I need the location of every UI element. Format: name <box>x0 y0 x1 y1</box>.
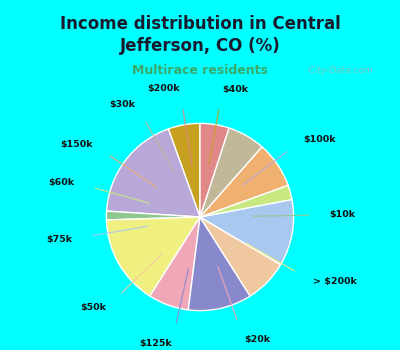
Wedge shape <box>200 199 294 265</box>
Wedge shape <box>200 185 292 217</box>
Wedge shape <box>200 123 229 217</box>
Text: $100k: $100k <box>304 134 336 144</box>
Text: $40k: $40k <box>222 85 248 93</box>
Text: > $200k: > $200k <box>313 277 357 286</box>
Wedge shape <box>150 217 200 310</box>
Wedge shape <box>200 217 280 296</box>
Text: $10k: $10k <box>330 210 356 219</box>
Text: $60k: $60k <box>49 178 75 187</box>
Wedge shape <box>188 217 250 311</box>
Text: $50k: $50k <box>81 303 107 312</box>
Wedge shape <box>200 147 288 217</box>
Wedge shape <box>106 129 200 217</box>
Text: $20k: $20k <box>244 335 270 344</box>
Text: Multirace residents: Multirace residents <box>132 64 268 77</box>
Wedge shape <box>200 128 262 217</box>
Text: $150k: $150k <box>60 140 93 148</box>
Wedge shape <box>168 123 200 217</box>
Text: $75k: $75k <box>46 235 72 244</box>
Text: City-Data.com: City-Data.com <box>303 66 372 75</box>
Text: $30k: $30k <box>110 100 136 109</box>
Wedge shape <box>106 217 200 296</box>
Text: $200k: $200k <box>147 84 180 93</box>
Text: Income distribution in Central
Jefferson, CO (%): Income distribution in Central Jefferson… <box>60 15 340 55</box>
Wedge shape <box>106 211 200 220</box>
Text: $125k: $125k <box>139 339 172 348</box>
